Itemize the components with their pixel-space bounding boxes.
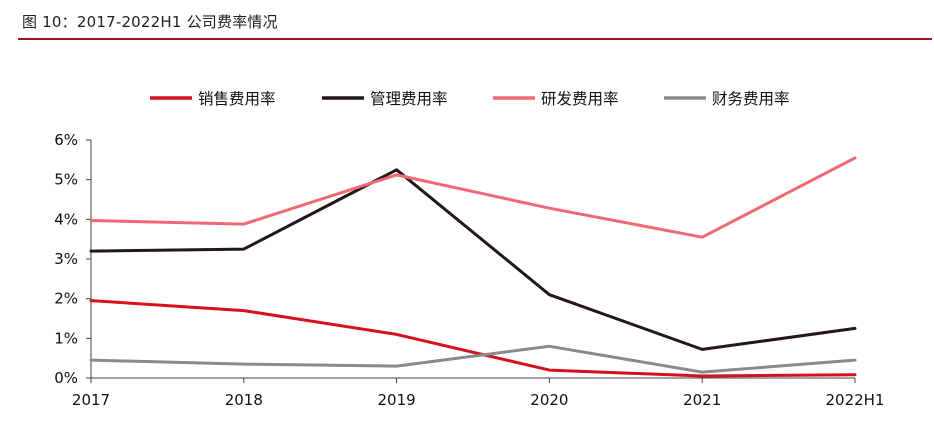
figure-title: 图 10：2017-2022H1 公司费率情况 [22, 13, 278, 31]
x-tick-label: 2017 [72, 391, 110, 409]
y-tick-label: 2% [54, 290, 78, 308]
legend-label: 管理费用率 [370, 90, 448, 108]
y-tick-label: 0% [54, 369, 78, 387]
y-tick-label: 5% [54, 171, 78, 189]
x-tick-label: 2021 [683, 391, 721, 409]
chart-axes: 0% 1% 2% 3% 4% 5% 6% 2017 2018 2019 2020 2021 2022H1 [54, 131, 884, 409]
legend-label: 财务费用率 [712, 90, 790, 108]
series-line [89, 344, 857, 374]
x-tick-label: 2022H1 [826, 391, 885, 409]
y-tick-label: 4% [54, 210, 78, 228]
series-line [89, 156, 857, 239]
y-tick-label: 3% [54, 250, 78, 268]
series-line [89, 168, 857, 351]
x-tick-label: 2020 [530, 391, 568, 409]
y-tick-label: 1% [54, 329, 78, 347]
x-tick-label: 2019 [378, 391, 416, 409]
series-line [89, 299, 857, 378]
legend-label: 销售费用率 [198, 90, 276, 108]
x-tick-label: 2018 [225, 391, 263, 409]
legend-label: 研发费用率 [541, 90, 619, 108]
title-divider [18, 38, 932, 40]
chart-legend: 销售费用率 管理费用率 研发费用率 财务费用率 [150, 90, 790, 108]
y-tick-label: 6% [54, 131, 78, 149]
chart-series [89, 156, 857, 378]
